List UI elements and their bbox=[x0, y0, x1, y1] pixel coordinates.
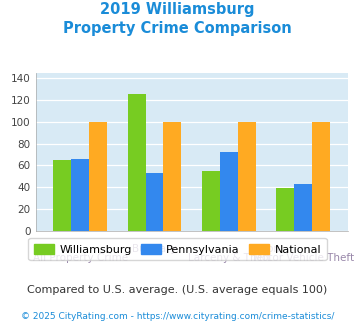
Text: Motor Vehicle Theft: Motor Vehicle Theft bbox=[253, 253, 354, 263]
Text: Compared to U.S. average. (U.S. average equals 100): Compared to U.S. average. (U.S. average … bbox=[27, 285, 328, 295]
Bar bbox=[277, 188, 294, 231]
Bar bbox=[128, 94, 146, 231]
Bar bbox=[294, 184, 312, 231]
Text: © 2025 CityRating.com - https://www.cityrating.com/crime-statistics/: © 2025 CityRating.com - https://www.city… bbox=[21, 312, 334, 321]
Bar bbox=[312, 122, 330, 231]
Bar bbox=[71, 159, 89, 231]
Legend: Williamsburg, Pennsylvania, National: Williamsburg, Pennsylvania, National bbox=[28, 238, 327, 260]
Text: Arson: Arson bbox=[251, 244, 281, 254]
Bar bbox=[238, 122, 256, 231]
Text: Burglary: Burglary bbox=[132, 244, 177, 254]
Bar bbox=[163, 122, 181, 231]
Bar bbox=[53, 160, 71, 231]
Bar bbox=[202, 171, 220, 231]
Bar bbox=[89, 122, 107, 231]
Text: Property Crime Comparison: Property Crime Comparison bbox=[63, 21, 292, 36]
Bar bbox=[220, 152, 238, 231]
Text: 2019 Williamsburg: 2019 Williamsburg bbox=[100, 2, 255, 16]
Text: All Property Crime: All Property Crime bbox=[33, 253, 128, 263]
Bar bbox=[146, 173, 163, 231]
Text: Larceny & Theft: Larceny & Theft bbox=[187, 253, 270, 263]
